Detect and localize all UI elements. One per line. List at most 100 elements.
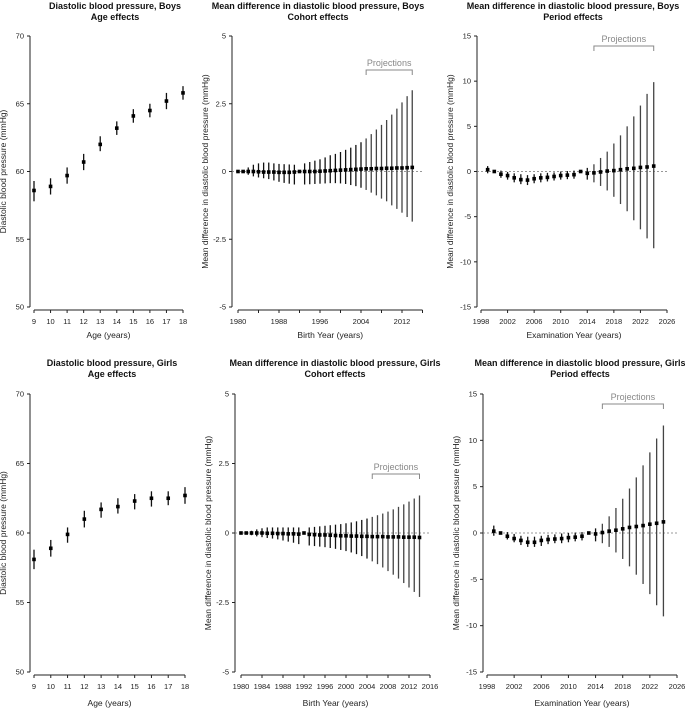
data-point <box>661 520 666 524</box>
data-point <box>593 532 598 536</box>
y-axis-label: Mean difference in diastolic blood press… <box>445 74 455 269</box>
data-point <box>400 166 404 170</box>
y-tick-label: -10 <box>466 621 477 630</box>
data-point <box>286 532 291 536</box>
x-tick-label: 14 <box>114 682 122 691</box>
x-tick-label: 12 <box>80 682 88 691</box>
data-point <box>572 172 576 177</box>
x-tick-label: 16 <box>146 317 154 326</box>
data-point <box>291 532 296 536</box>
data-point <box>297 169 302 174</box>
data-point <box>32 188 36 193</box>
y-tick-label: 0 <box>467 167 471 176</box>
data-point <box>405 165 409 170</box>
data-point <box>48 546 53 551</box>
data-point <box>149 496 154 501</box>
y-tick-label: 2.5 <box>216 99 226 108</box>
x-tick-label: 2018 <box>606 317 623 326</box>
data-point <box>648 522 652 526</box>
x-tick-label: 10 <box>47 682 55 691</box>
y-tick-label: -5 <box>219 303 226 312</box>
data-point <box>296 532 301 536</box>
x-tick-label: 1996 <box>312 317 329 326</box>
data-point <box>492 169 497 174</box>
x-axis-label: Examination Year (years) <box>535 698 630 708</box>
data-point <box>631 166 636 171</box>
y-tick-label: 70 <box>16 32 24 41</box>
data-point <box>412 535 417 539</box>
data-point <box>407 535 411 539</box>
data-point <box>348 167 353 172</box>
y-tick-label: 0 <box>225 529 229 538</box>
x-tick-label: 15 <box>129 317 137 326</box>
data-point <box>323 169 327 173</box>
data-point <box>312 532 317 537</box>
data-point <box>266 170 271 174</box>
x-tick-label: 2010 <box>560 682 577 691</box>
data-point <box>333 168 338 173</box>
data-point <box>48 184 53 189</box>
data-point <box>380 534 385 539</box>
data-point <box>131 114 136 118</box>
data-point <box>607 529 611 533</box>
data-point <box>505 173 510 178</box>
data-point <box>365 534 369 539</box>
x-tick-label: 16 <box>147 682 155 691</box>
data-point <box>359 167 363 171</box>
y-tick-label: 5 <box>473 482 477 491</box>
chart-subtitle: Period effects <box>543 12 603 22</box>
y-tick-label: -5 <box>464 212 471 221</box>
data-point <box>65 532 70 537</box>
data-point <box>181 91 185 95</box>
data-point <box>244 531 249 535</box>
data-point <box>410 165 415 170</box>
chart-subtitle: Age effects <box>91 12 140 22</box>
data-point <box>612 168 616 173</box>
projections-label: Projections <box>367 58 412 68</box>
x-tick-label: 1992 <box>296 682 313 691</box>
y-tick-label: -5 <box>222 668 229 677</box>
data-point <box>354 534 359 538</box>
data-point <box>618 167 623 172</box>
data-point <box>241 169 245 174</box>
chart-title: Mean difference in diastolic blood press… <box>474 358 685 368</box>
chart-subtitle: Period effects <box>550 369 610 379</box>
x-tick-label: 18 <box>179 317 187 326</box>
data-point <box>512 176 517 180</box>
y-tick-label: 65 <box>16 99 24 108</box>
data-point <box>260 531 264 535</box>
data-point <box>338 533 343 538</box>
data-point <box>592 171 596 175</box>
y-axis-label: Mean difference in diastolic blood press… <box>451 436 461 631</box>
chart-subtitle: Cohort effects <box>304 369 365 379</box>
y-tick-label: 55 <box>16 598 24 607</box>
data-point <box>328 533 333 538</box>
data-point <box>65 173 69 178</box>
x-tick-label: 2016 <box>422 682 439 691</box>
data-point <box>384 166 389 171</box>
y-axis-label: Diastolic blood pressure (mmHg) <box>0 109 8 233</box>
y-axis-label: Mean difference in diastolic blood press… <box>200 74 210 269</box>
x-tick-label: 13 <box>96 317 104 326</box>
x-tick-label: 2002 <box>499 317 516 326</box>
data-point <box>343 168 348 172</box>
data-point <box>270 531 275 536</box>
projections-bracket <box>365 69 413 75</box>
y-tick-label: 65 <box>16 459 24 468</box>
data-point <box>379 166 384 171</box>
chart-panel: Mean difference in diastolic blood press… <box>445 1 679 340</box>
data-point <box>354 167 358 172</box>
x-tick-label: 2010 <box>552 317 569 326</box>
data-point <box>81 160 86 164</box>
data-point <box>546 537 550 542</box>
data-point <box>625 166 629 171</box>
data-point <box>148 108 152 113</box>
x-tick-label: 14 <box>113 317 121 326</box>
y-tick-label: -5 <box>470 575 477 584</box>
data-point <box>265 531 270 536</box>
data-point <box>614 528 618 533</box>
x-tick-label: 2002 <box>506 682 523 691</box>
data-point <box>82 517 87 521</box>
x-tick-label: 1980 <box>233 682 250 691</box>
